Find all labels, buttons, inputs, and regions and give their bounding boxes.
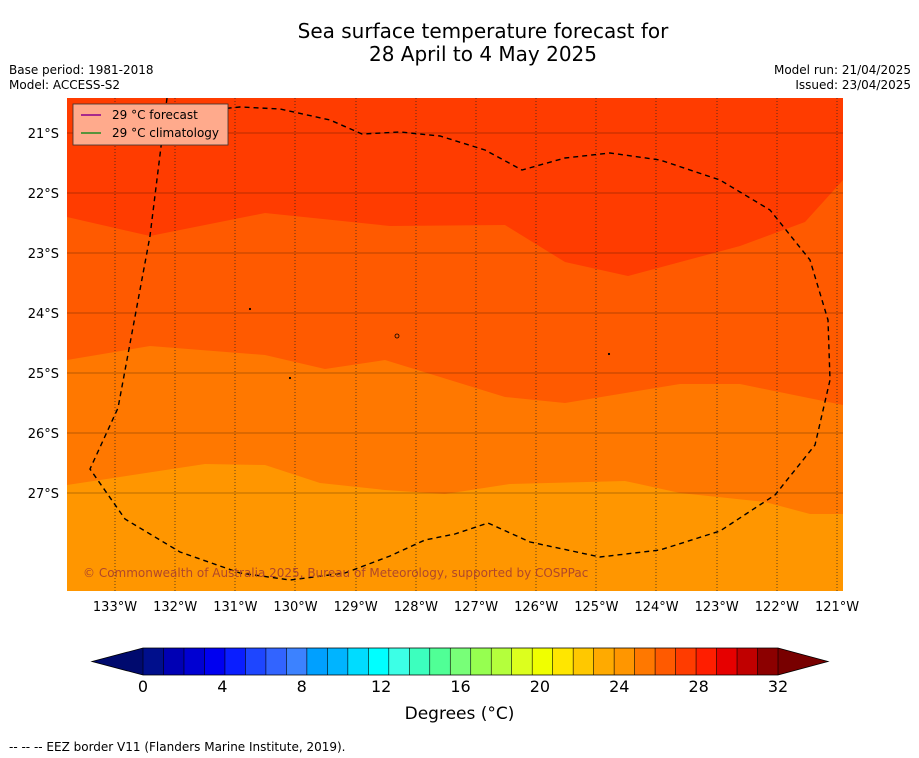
legend-box: 29 °C forecast 29 °C climatology [72,103,229,146]
lon-tick-label: 124°W [634,600,678,615]
colorbar-cell [696,648,718,675]
colorbar-cell [409,648,431,675]
colorbar-cell [286,648,308,675]
lon-tick-label: 128°W [394,600,438,615]
lat-tick-label: 21°S [28,127,59,142]
colorbar-tick-label: 4 [217,677,227,696]
legend-climatology-label: 29 °C climatology [112,126,219,140]
colorbar-cell [347,648,369,675]
chart-title-line2: 28 April to 4 May 2025 [369,42,597,66]
lat-tick-label: 27°S [28,487,59,502]
colorbar-tick-labels: 0 4 8 12 16 20 24 28 32 [138,677,788,696]
colorbar-cell [491,648,513,675]
lon-tick-label: 126°W [514,600,558,615]
lon-tick-label: 125°W [574,600,618,615]
eez-border [89,98,831,581]
latitude-tick-labels: 21°S 22°S 23°S 24°S 25°S 26°S 27°S [28,127,59,502]
graticule [114,98,838,591]
colorbar-tick-label: 16 [450,677,470,696]
longitude-tick-labels: 133°W 132°W 131°W 130°W 129°W 128°W 127°W 126°W… [93,600,859,615]
colorbar-cell [163,648,185,675]
colorbar-tick-label: 28 [688,677,708,696]
lon-tick-label: 133°W [93,600,137,615]
colorbar-cell [265,648,287,675]
colorbar-tick-label: 32 [768,677,788,696]
colorbar-cell [675,648,697,675]
colorbar-cell [634,648,656,675]
colorbar-cell [388,648,410,675]
colorbar-cell [306,648,328,675]
lon-tick-label: 127°W [454,600,498,615]
colorbar-under-arrow [92,648,143,675]
colorbar-cell [716,648,738,675]
lon-tick-label: 132°W [153,600,197,615]
colorbar-cell [614,648,636,675]
colorbar-cell [143,648,164,675]
colorbar-cell [655,648,677,675]
colorbar-cell [470,648,492,675]
lon-tick-label: 121°W [815,600,859,615]
model-run-text: Model run: 21/04/2025 [773,63,911,77]
colorbar-label: Degrees (°C) [404,704,515,724]
colorbar-cell [183,648,205,675]
colorbar-cell [368,648,390,675]
colorbar-cell [532,648,554,675]
sst-band-cool [67,464,843,591]
lon-tick-label: 129°W [334,600,378,615]
colorbar-tick-label: 12 [371,677,391,696]
lon-tick-label: 130°W [273,600,317,615]
colorbar-cell [224,648,246,675]
colorbar-cell [757,648,779,675]
colorbar-cell [429,648,451,675]
colorbar-cell [245,648,267,675]
latitude-lines [67,132,843,494]
colorbar-cell [204,648,226,675]
colorbar-over-arrow [778,648,828,675]
islands [248,307,611,380]
lat-tick-label: 23°S [28,247,59,262]
colorbar-tick-label: 24 [609,677,629,696]
lat-tick-label: 24°S [28,307,59,322]
base-period-text: Base period: 1981-2018 [9,63,154,77]
colorbar-cell [552,648,574,675]
colorbar-cell [450,648,472,675]
lon-tick-label: 131°W [213,600,257,615]
lat-tick-label: 26°S [28,427,59,442]
lon-tick-label: 123°W [695,600,739,615]
colorbar-cell [573,648,595,675]
model-text: Model: ACCESS-S2 [9,78,121,92]
colorbar-tick-label: 0 [138,677,148,696]
colorbar-cell [593,648,615,675]
eez-footnote: -- -- -- EEZ border V11 (Flanders Marine… [9,740,346,754]
lat-tick-label: 22°S [28,187,59,202]
chart-title-line1: Sea surface temperature forecast for [297,19,669,43]
colorbar [90,647,830,676]
map-figure: 29 °C forecast 29 °C climatology © Commo… [28,98,859,696]
colorbar-cell [327,648,349,675]
issued-text: Issued: 23/04/2025 [795,78,911,92]
colorbar-cell [511,648,533,675]
lat-tick-label: 25°S [28,367,59,382]
copyright-watermark: © Commonwealth of Australia 2025, Bureau… [83,566,588,580]
colorbar-tick-label: 8 [297,677,307,696]
legend-forecast-label: 29 °C forecast [112,108,198,122]
colorbar-tick-label: 20 [530,677,550,696]
sst-field [67,98,843,591]
lon-tick-label: 122°W [755,600,799,615]
colorbar-cell [737,648,759,675]
